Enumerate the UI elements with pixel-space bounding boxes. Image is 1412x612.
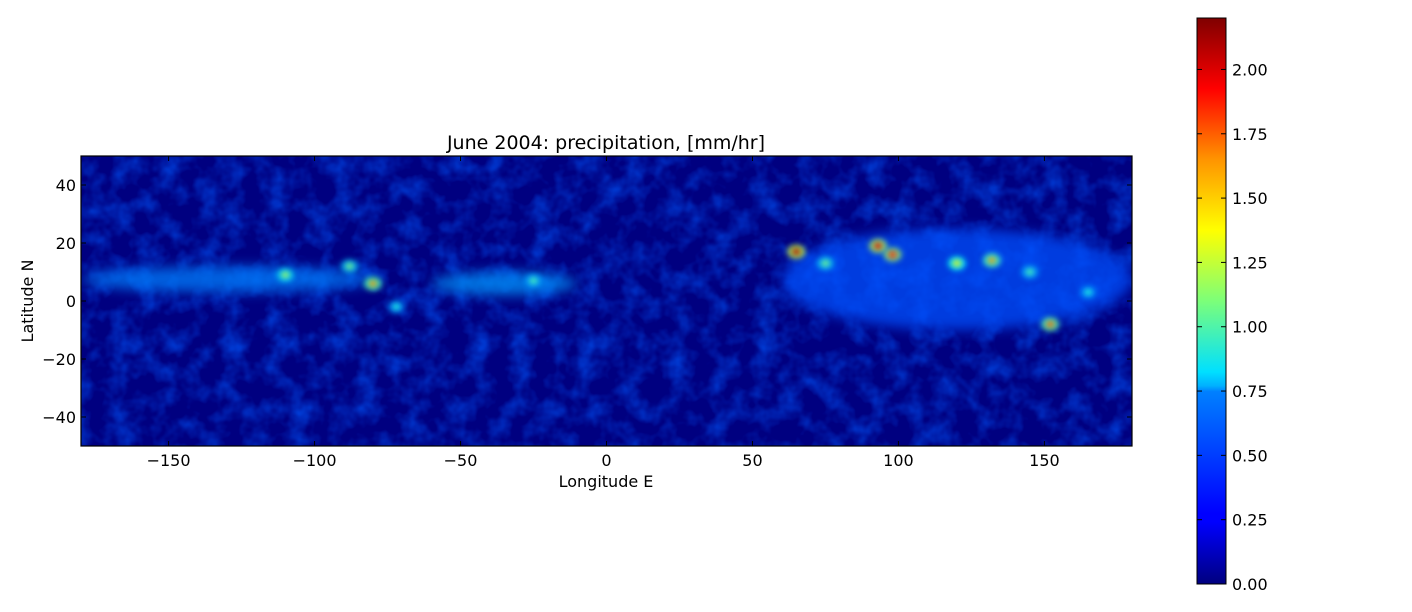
- y-axis-label: Latitude N: [18, 260, 37, 343]
- hotspot-8: [953, 260, 961, 266]
- x-tick-label: 150: [1029, 451, 1060, 470]
- y-tick-label: 40: [56, 176, 76, 195]
- precip-band-1: [431, 272, 577, 295]
- x-tick-label: 100: [883, 451, 914, 470]
- colorbar-tick-label: 1.00: [1232, 318, 1268, 337]
- colorbar-tick-label: 1.50: [1232, 189, 1268, 208]
- hotspot-6: [874, 243, 882, 249]
- hotspot-5: [821, 260, 829, 266]
- x-tick-label: −100: [293, 451, 337, 470]
- heatmap-field: [81, 156, 1132, 446]
- hotspot-0: [281, 272, 289, 278]
- colorbar-tick-label: 0.25: [1232, 511, 1268, 530]
- y-tick-label: −20: [42, 350, 76, 369]
- colorbar-tick-label: 1.75: [1232, 125, 1268, 144]
- x-tick-label: −150: [147, 451, 191, 470]
- hotspot-10: [1046, 321, 1054, 327]
- x-tick-label: 50: [742, 451, 762, 470]
- colorbar-tick-label: 2.00: [1232, 60, 1268, 79]
- colorbar-tick-label: 0.50: [1232, 446, 1268, 465]
- x-tick-label: −50: [444, 451, 478, 470]
- hotspot-12: [1084, 289, 1092, 295]
- colorbar-tick-label: 0.75: [1232, 382, 1268, 401]
- chart-title: June 2004: precipitation, [mm/hr]: [446, 132, 765, 154]
- hotspot-13: [392, 304, 400, 310]
- y-tick-label: −40: [42, 408, 76, 427]
- y-tick-label: 0: [66, 292, 76, 311]
- hotspot-11: [1026, 269, 1034, 275]
- y-tick-label: 20: [56, 234, 76, 253]
- hotspot-3: [530, 278, 538, 284]
- hotspot-9: [988, 257, 996, 263]
- colorbar-tick-label: 1.25: [1232, 253, 1268, 272]
- hotspot-4: [792, 249, 800, 255]
- x-tick-label: 0: [601, 451, 611, 470]
- colorbar-tick-label: 0.00: [1232, 575, 1268, 594]
- precip-band-2: [782, 229, 1132, 331]
- hotspot-2: [346, 263, 354, 269]
- colorbar: [1197, 18, 1226, 584]
- hotspot-7: [889, 252, 897, 258]
- x-axis-label: Longitude E: [559, 472, 654, 491]
- precip-band-0: [81, 266, 373, 292]
- hotspot-1: [369, 281, 377, 287]
